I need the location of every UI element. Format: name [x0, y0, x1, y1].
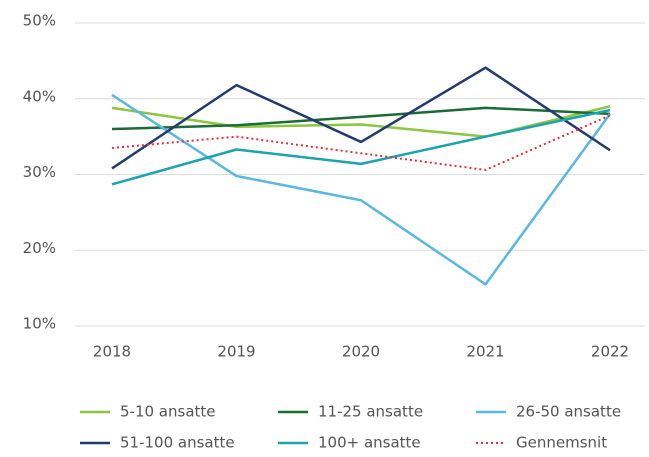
y-tick-label: 10%: [23, 315, 56, 333]
y-tick-label: 50%: [23, 12, 56, 30]
series-line: [111, 106, 611, 131]
legend-label: 51-100 ansatte: [120, 434, 235, 452]
y-tick-label: 20%: [23, 239, 56, 257]
series-line: [111, 66, 611, 170]
y-tick-label: 40%: [23, 87, 56, 105]
series-line: [111, 114, 611, 171]
x-tick-label: 2018: [93, 343, 131, 361]
series-line: [111, 93, 612, 286]
legend-label: 5-10 ansatte: [120, 403, 216, 421]
x-tick-label: 2021: [466, 343, 504, 361]
legend-label: Gennemsnit: [516, 434, 607, 452]
x-tick-label: 2022: [591, 343, 629, 361]
x-tick-label: 2019: [217, 343, 255, 361]
series-line: [111, 108, 611, 186]
y-tick-label: 30%: [23, 163, 56, 181]
legend-label: 11-25 ansatte: [318, 403, 423, 421]
legend-label: 100+ ansatte: [318, 434, 421, 452]
legend-label: 26-50 ansatte: [516, 403, 621, 421]
x-tick-label: 2020: [342, 343, 380, 361]
